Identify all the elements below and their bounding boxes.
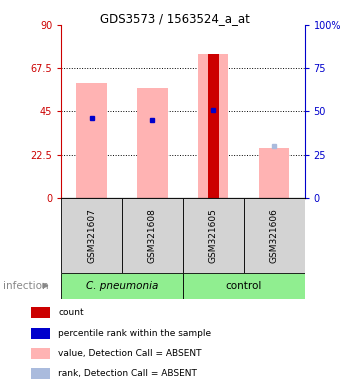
Text: GSM321607: GSM321607: [87, 208, 96, 263]
Text: GSM321606: GSM321606: [270, 208, 279, 263]
Bar: [183, 198, 244, 273]
Bar: [122, 198, 183, 273]
Bar: [183, 273, 304, 299]
Text: rank, Detection Call = ABSENT: rank, Detection Call = ABSENT: [58, 369, 197, 378]
Bar: [31, 348, 50, 359]
Bar: [137, 88, 168, 198]
Bar: [208, 54, 219, 198]
Text: infection: infection: [4, 281, 49, 291]
Bar: [198, 54, 229, 198]
Bar: [259, 148, 289, 198]
Bar: [31, 368, 50, 379]
Text: C. pneumonia: C. pneumonia: [86, 281, 158, 291]
Text: GSM321605: GSM321605: [209, 208, 218, 263]
Text: control: control: [225, 281, 262, 291]
Text: value, Detection Call = ABSENT: value, Detection Call = ABSENT: [58, 349, 202, 358]
Text: percentile rank within the sample: percentile rank within the sample: [58, 329, 211, 338]
Text: GSM321608: GSM321608: [148, 208, 157, 263]
Text: GDS3573 / 1563524_a_at: GDS3573 / 1563524_a_at: [100, 12, 250, 25]
Bar: [61, 273, 183, 299]
Bar: [31, 328, 50, 339]
Bar: [76, 83, 107, 198]
Bar: [244, 198, 304, 273]
Text: count: count: [58, 308, 84, 317]
Bar: [61, 198, 122, 273]
Bar: [31, 307, 50, 318]
